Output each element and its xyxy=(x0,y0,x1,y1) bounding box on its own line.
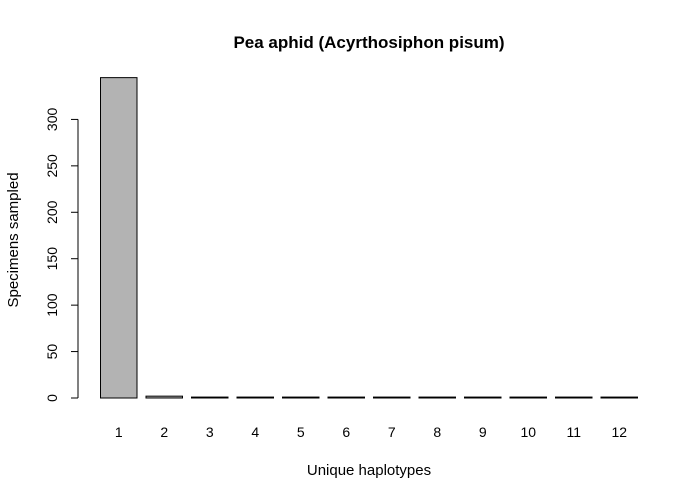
bar-12 xyxy=(600,396,638,399)
y-tick-label-50: 50 xyxy=(44,344,60,360)
bar-1 xyxy=(100,77,138,399)
y-axis: 0 50 100 150 200 250 300 xyxy=(44,108,79,402)
x-tick-label-6: 6 xyxy=(342,424,350,440)
bar-3 xyxy=(191,396,229,399)
x-tick-label-9: 9 xyxy=(479,424,487,440)
x-tick-label-11: 11 xyxy=(566,424,581,440)
y-tick-label-100: 100 xyxy=(44,293,60,317)
y-tick-label-300: 300 xyxy=(44,108,60,132)
x-tick-label-3: 3 xyxy=(206,424,214,440)
y-axis-label: Specimens sampled xyxy=(5,172,22,307)
x-tick-label-4: 4 xyxy=(251,424,259,440)
y-tick-label-250: 250 xyxy=(44,154,60,178)
y-tick-label-0: 0 xyxy=(44,394,60,402)
bar-6 xyxy=(327,396,365,399)
x-tick-label-1: 1 xyxy=(115,424,123,440)
bar-4 xyxy=(236,396,274,399)
y-tick-label-200: 200 xyxy=(44,200,60,224)
x-tick-labels: 1 2 3 4 5 6 7 8 9 10 11 12 xyxy=(115,424,627,440)
x-tick-label-12: 12 xyxy=(611,424,627,440)
bar-5 xyxy=(282,396,320,399)
x-tick-label-7: 7 xyxy=(388,424,396,440)
x-axis-label: Unique haplotypes xyxy=(307,462,431,479)
bars xyxy=(100,77,638,399)
bar-7 xyxy=(373,396,411,399)
x-tick-label-8: 8 xyxy=(433,424,441,440)
chart-title: Pea aphid (Acyrthosiphon pisum) xyxy=(233,33,504,52)
bar-11 xyxy=(555,396,593,399)
x-tick-label-2: 2 xyxy=(160,424,168,440)
bar-9 xyxy=(464,396,502,399)
x-tick-label-10: 10 xyxy=(520,424,536,440)
bar-2 xyxy=(145,395,183,399)
bar-8 xyxy=(418,396,456,399)
y-tick-label-150: 150 xyxy=(44,247,60,271)
bar-10 xyxy=(509,396,547,399)
x-tick-label-5: 5 xyxy=(297,424,305,440)
